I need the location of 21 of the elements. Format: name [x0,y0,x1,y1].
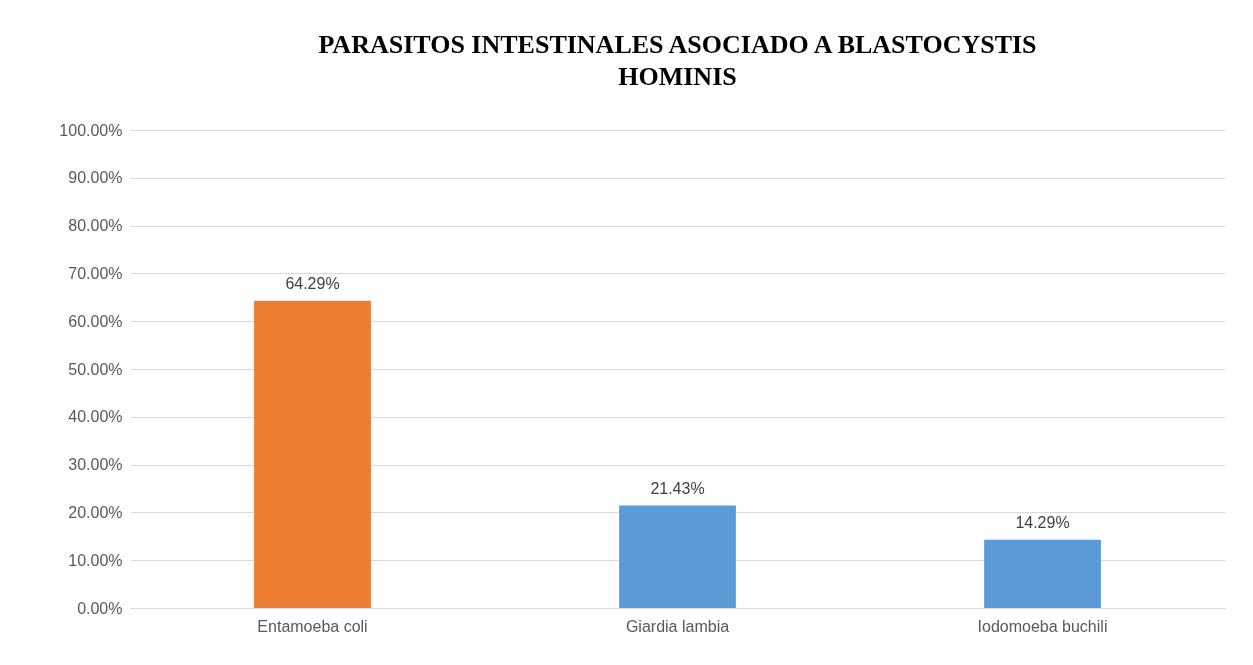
data-label: 64.29% [285,274,340,292]
y-tick-label: 10.00% [68,551,123,569]
y-tick-label: 90.00% [68,169,123,187]
bar [254,300,371,608]
chart-title: PARASITOS INTESTINALES ASOCIADO A BLASTOCYSTIS HOMINIS [318,30,1037,91]
y-tick-label: 0.00% [77,599,123,617]
bar [984,539,1101,608]
x-tick-label: Entamoeba coli [257,617,368,635]
data-label: 21.43% [650,479,705,497]
y-tick-label: 50.00% [68,360,123,378]
data-label: 14.29% [1015,513,1070,531]
x-tick-label: Giardia lambia [625,617,730,635]
y-tick-label: 60.00% [68,312,123,330]
y-tick-label: 30.00% [68,456,123,474]
y-tick-label: 40.00% [68,408,123,426]
y-tick-label: 100.00% [59,121,123,139]
y-tick-label: 20.00% [68,503,123,521]
bar [619,505,736,608]
y-tick-label: 70.00% [68,264,123,282]
y-tick-label: 80.00% [68,217,123,235]
x-tick-label: Iodomoeba buchili [977,617,1108,635]
